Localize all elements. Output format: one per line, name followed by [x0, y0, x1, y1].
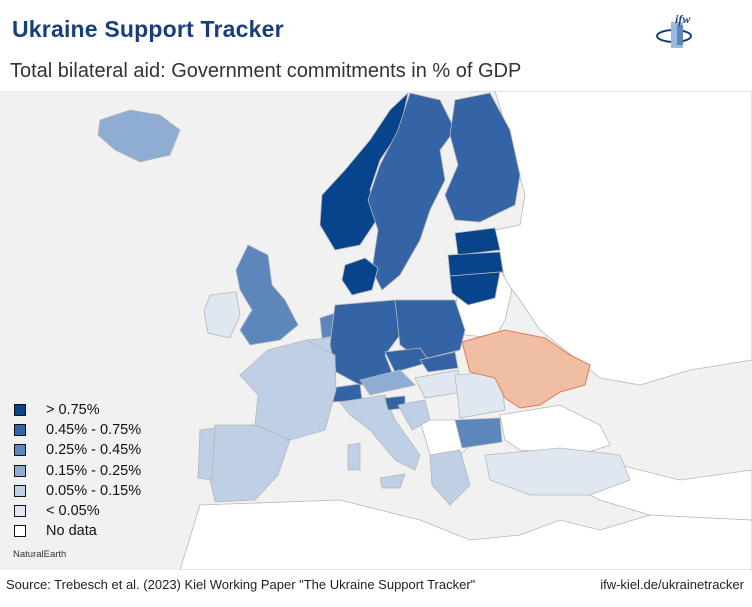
legend-label: > 0.75%: [46, 402, 100, 419]
sweden: [367, 92, 456, 291]
source-link[interactable]: ifw-kiel.de/ukrainetracker: [600, 577, 744, 592]
finland: [444, 92, 521, 223]
portugal: [197, 427, 216, 481]
legend-swatch: [14, 525, 26, 538]
sardinia: [347, 442, 361, 471]
slovakia: [419, 351, 459, 373]
ifw-logo: ifw: [656, 12, 692, 48]
legend-swatch: [14, 464, 26, 477]
source-note: Source: Trebesch et al. (2023) Kiel Work…: [6, 577, 476, 592]
legend-swatch: [14, 484, 26, 497]
bulgaria: [454, 417, 503, 449]
ukraine: [461, 329, 591, 409]
turkey: [484, 447, 631, 496]
lithuania: [449, 271, 501, 306]
map-legend: > 0.75% 0.45% - 0.75% 0.25% - 0.45% 0.15…: [14, 400, 141, 541]
legend-item: 0.05% - 0.15%: [14, 481, 141, 501]
sicily: [379, 473, 406, 489]
legend-item: 0.25% - 0.45%: [14, 440, 141, 460]
estonia: [454, 227, 501, 256]
ireland: [203, 291, 241, 339]
legend-item: 0.45% - 0.75%: [14, 420, 141, 440]
legend-swatch: [14, 404, 26, 417]
greece: [429, 449, 471, 506]
legend-label: 0.25% - 0.45%: [46, 442, 142, 459]
logo-text: ifw: [675, 12, 691, 26]
europe-map: [0, 91, 752, 570]
legend-swatch: [14, 505, 26, 518]
iceland: [97, 109, 181, 163]
norway: [319, 91, 409, 251]
united-kingdom: [235, 244, 299, 346]
map-subtitle: Total bilateral aid: Government commitme…: [10, 60, 522, 82]
legend-item: No data: [14, 521, 141, 541]
black-sea-land: [499, 404, 611, 456]
page-title: Ukraine Support Tracker: [12, 16, 284, 42]
france: [239, 339, 337, 441]
denmark: [341, 257, 379, 296]
legend-item: < 0.05%: [14, 501, 141, 521]
latvia: [447, 251, 504, 277]
legend-item: 0.15% - 0.25%: [14, 461, 141, 481]
legend-label: 0.45% - 0.75%: [46, 422, 142, 439]
north-africa: [179, 499, 752, 570]
croatia: [397, 399, 431, 431]
legend-label: 0.15% - 0.25%: [46, 462, 142, 479]
poland: [394, 299, 466, 361]
austria: [359, 369, 416, 396]
legend-label: No data: [46, 523, 97, 540]
legend-item: > 0.75%: [14, 400, 141, 420]
legend-label: < 0.05%: [46, 503, 100, 520]
legend-label: 0.05% - 0.15%: [46, 482, 142, 499]
map-attribution: NaturalEarth: [13, 549, 67, 560]
legend-swatch: [14, 424, 26, 437]
legend-swatch: [14, 444, 26, 457]
